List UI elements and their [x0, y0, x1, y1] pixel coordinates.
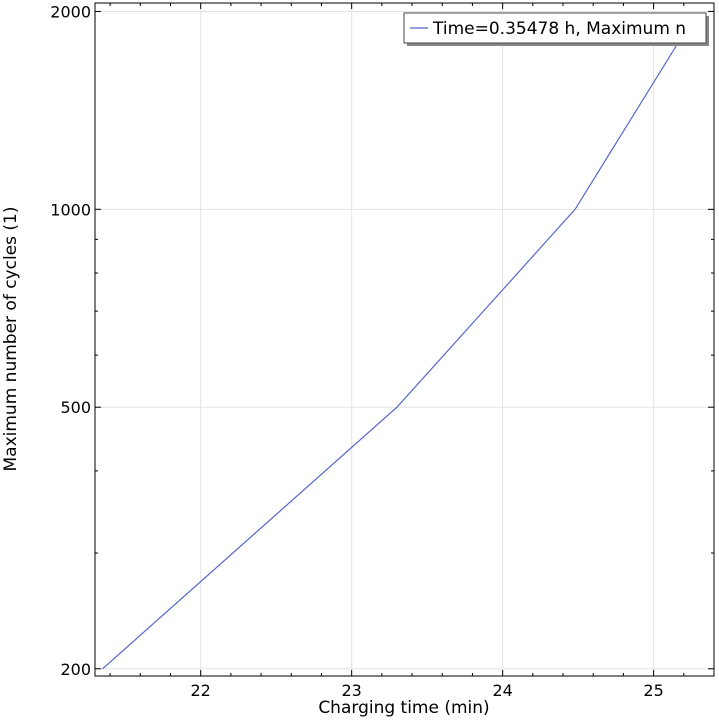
- legend-box: [403, 12, 707, 44]
- plot-area-border: [94, 2, 715, 677]
- series-layer: [102, 33, 685, 670]
- axis-ticks: [95, 3, 715, 676]
- x-tick-label: 24: [492, 681, 512, 700]
- grid: [95, 3, 714, 676]
- x-axis-title: Charging time (min): [318, 698, 489, 718]
- y-tick-label: 2000: [50, 2, 91, 21]
- legend-label: Time=0.35478 h, Maximum n: [432, 19, 686, 39]
- series-line: [102, 33, 685, 670]
- y-tick-label: 200: [60, 660, 91, 679]
- x-tick-label: 23: [341, 681, 361, 700]
- y-tick-label: 1000: [50, 200, 91, 219]
- y-axis-title: Maximum number of cycles (1): [1, 207, 21, 472]
- x-tick-label: 25: [643, 681, 663, 700]
- legend: Time=0.35478 h, Maximum n: [403, 12, 709, 46]
- tick-labels: 22 23 24 25 200 500 1000 2000: [50, 2, 664, 700]
- y-tick-label: 500: [60, 398, 91, 417]
- x-tick-label: 22: [191, 681, 211, 700]
